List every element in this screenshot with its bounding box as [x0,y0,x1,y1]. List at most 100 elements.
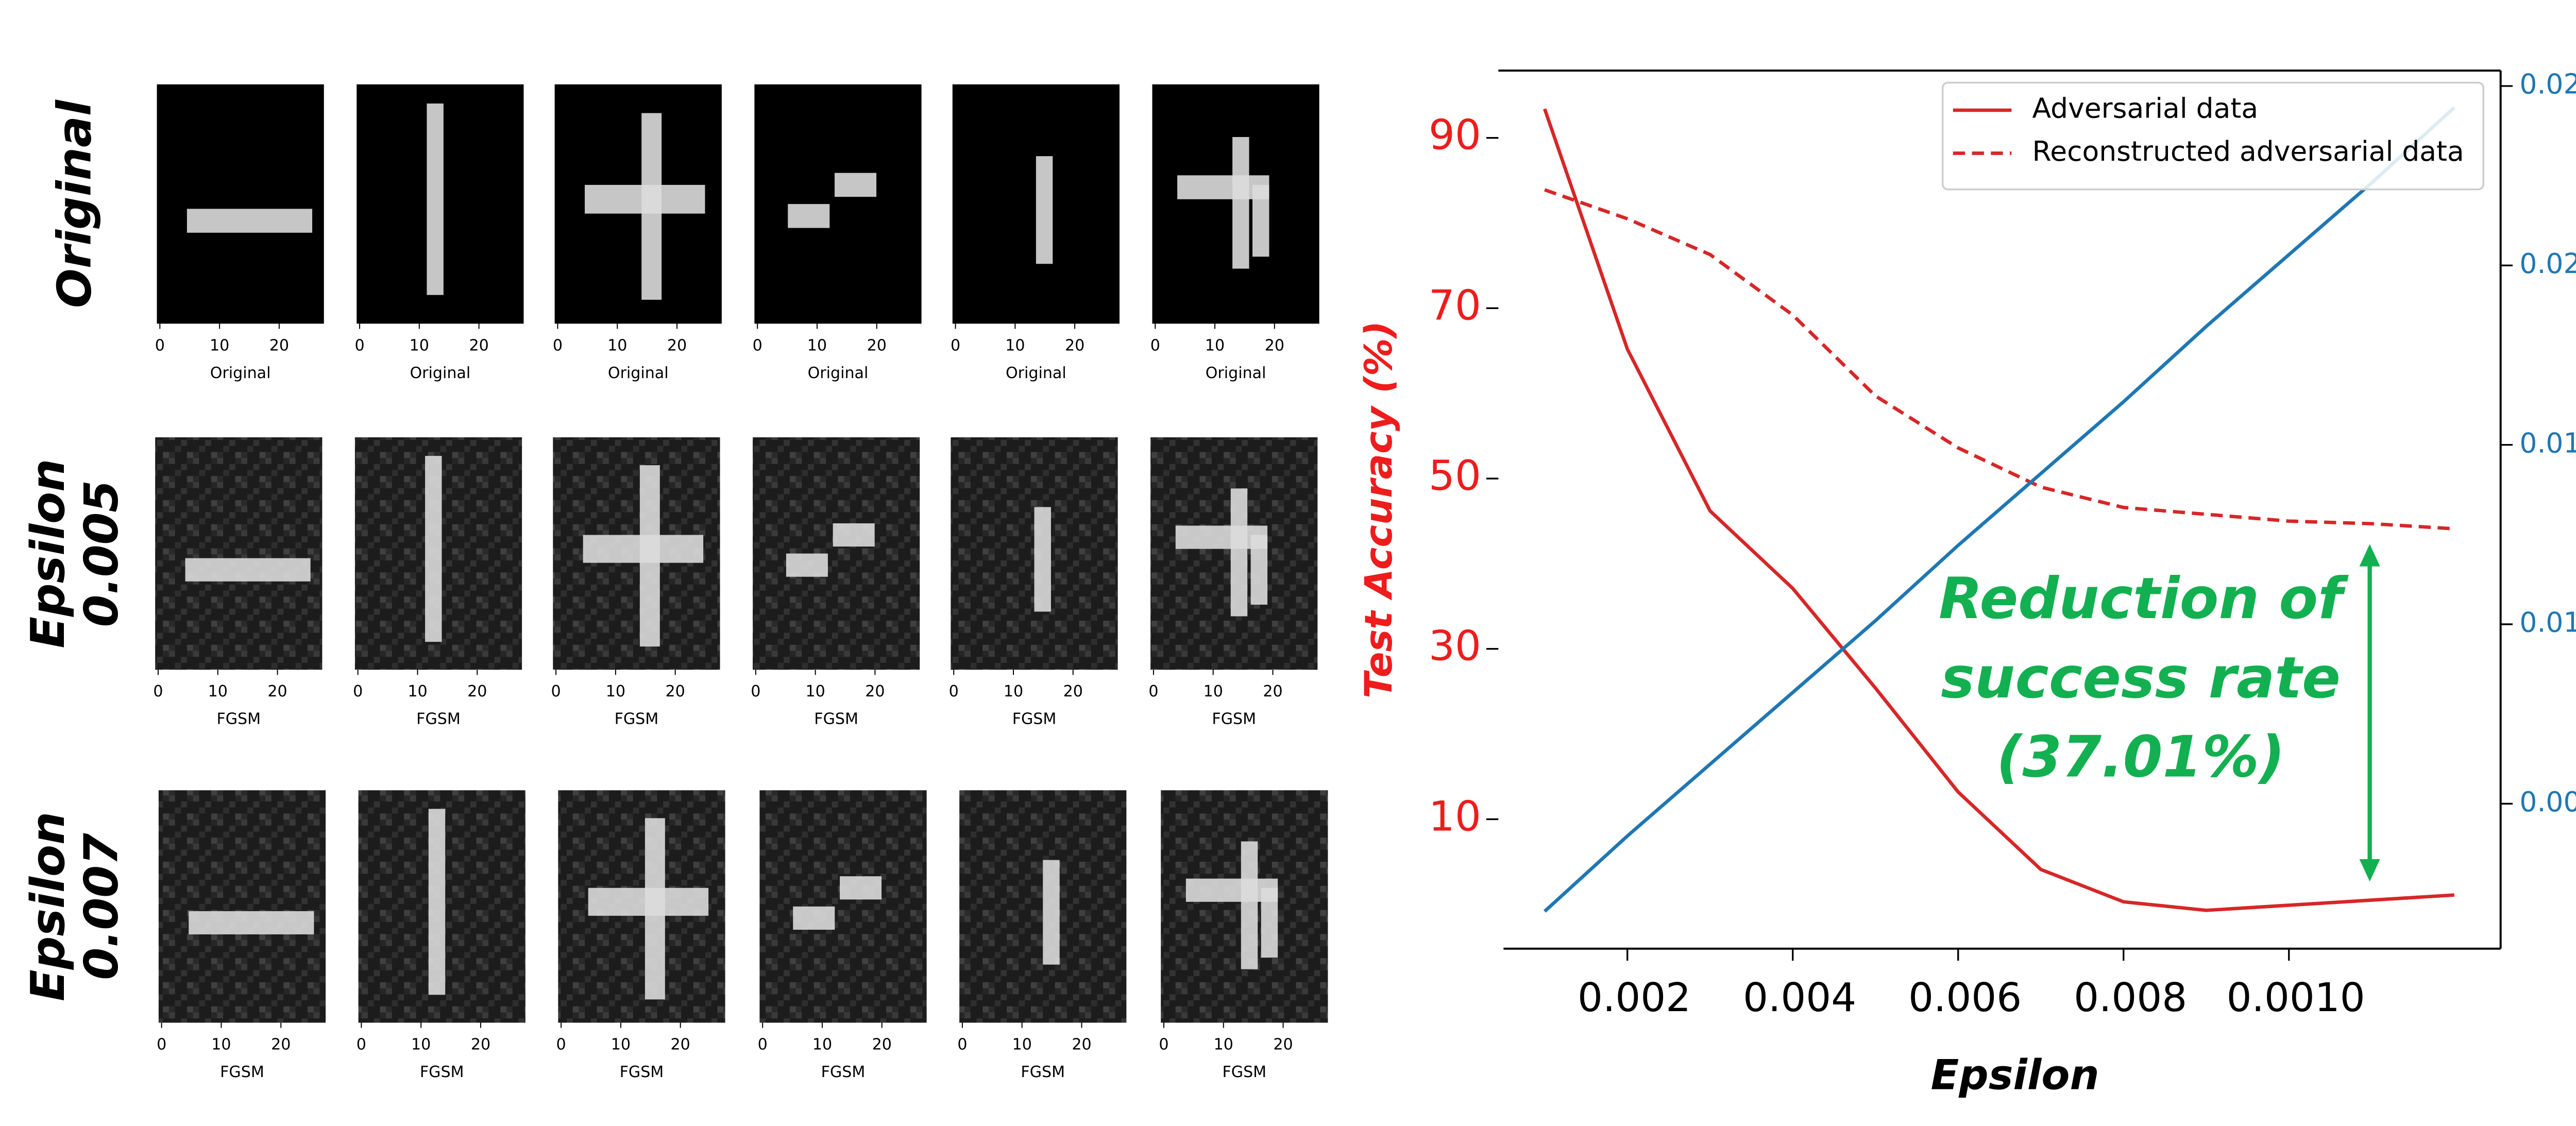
chart: 10 30 50 70 90 0.005 0.01 0.015 0.02 0.025 0.002 0.… [1357,68,2576,1099]
digit-stroke [834,173,877,197]
digit-stroke [584,184,705,214]
image-tick-label: 20 [469,336,488,354]
row-label: Original [48,99,102,308]
image-tick-label: 0 [354,336,364,354]
x-tick-label: 0.004 [1743,975,1856,1021]
image-xlabel: FGSM [615,710,659,728]
image-tick-label: 0 [758,1035,768,1053]
legend-label: Reconstructed adversarial data [2032,135,2464,167]
image-xlabel: FGSM [416,710,461,728]
digit-stroke [1250,535,1268,605]
row-label: 0.005 [74,480,128,627]
digit-stroke [1036,156,1053,264]
image-tick-label: 10 [1205,336,1225,354]
image-xlabel: Original [1006,364,1066,382]
image-tick-label: 20 [1273,1035,1293,1053]
y2-tick-label: 0.005 [2519,786,2576,818]
x-tick-label: 0.002 [1578,975,1691,1021]
image-tick-label: 10 [606,683,625,701]
image-tick-label: 10 [1204,683,1223,701]
legend-box [1942,81,2484,191]
image-tick-label: 0 [153,683,163,701]
image [759,790,927,1023]
image-tick-label: 20 [267,683,287,701]
image-tick-label: 20 [1265,336,1284,354]
image-tick-label: 10 [1012,1035,1032,1053]
image-tick-label: 0 [551,683,561,701]
digit-stroke [588,888,709,916]
annotation: Reduction of [1939,566,2349,632]
x-tick-label: 0.006 [1908,975,2022,1021]
image-xlabel: Original [210,364,271,382]
image-tick-label: 10 [411,1035,431,1053]
image-tick-label: 20 [666,683,685,701]
image-grid: Original 0 10 20 Original 0 10 20 Original 0 10 20 O… [21,84,1328,1081]
digit-stroke [428,809,446,995]
image-xlabel: FGSM [821,1063,866,1081]
x-tick-label: 0.008 [2074,975,2187,1021]
annotation: (37.01%) [1996,725,2285,791]
image-tick-label: 0 [155,336,165,354]
image-tick-label: 0 [157,1035,166,1053]
image-tick-label: 10 [1214,1035,1233,1053]
image-xlabel: Original [410,364,471,382]
image-xlabel: FGSM [1212,710,1256,728]
image-tick-label: 0 [357,1035,366,1053]
digit-stroke [185,558,311,582]
digit-stroke [1241,841,1258,969]
image-tick-label: 0 [751,683,760,701]
image-tick-label: 0 [353,683,363,701]
data-line [1543,108,2454,912]
image [158,790,326,1023]
digit-stroke [1252,184,1269,257]
digit-stroke [1043,860,1060,965]
image-tick-label: 10 [812,1035,832,1053]
y-tick-label: 30 [1429,622,1481,670]
digit-stroke [1034,507,1051,612]
x-tick-label: 0.0010 [2227,975,2365,1021]
row-label: 0.007 [74,833,128,980]
image-tick-label: 0 [951,336,960,354]
image-tick-label: 20 [667,336,687,354]
image-tick-label: 10 [1004,683,1023,701]
image-tick-label: 10 [208,683,228,701]
digit-stroke [583,535,704,563]
image-xlabel: FGSM [420,1063,464,1081]
image-tick-label: 20 [471,1035,490,1053]
image-tick-label: 10 [210,336,229,354]
y-tick-label: 10 [1429,792,1481,840]
image-tick-label: 0 [1159,1035,1168,1053]
image-xlabel: FGSM [1222,1063,1266,1081]
image-tick-label: 10 [1005,336,1025,354]
image-tick-label: 20 [865,683,885,701]
image-tick-label: 20 [271,1035,291,1053]
image-tick-label: 10 [807,336,827,354]
image-xlabel: FGSM [220,1063,264,1081]
image-xlabel: FGSM [814,710,858,728]
y-tick-label: 50 [1429,452,1481,500]
digit-stroke [427,103,444,295]
image [157,84,324,324]
annotation: success rate [1941,645,2341,711]
image-tick-label: 0 [553,336,563,354]
image-tick-label: 20 [269,336,289,354]
image-tick-label: 10 [211,1035,231,1053]
image-xlabel: Original [608,364,669,382]
y2-tick-label: 0.015 [2519,426,2576,459]
image-tick-label: 0 [1150,336,1160,354]
arrow-head [2359,544,2380,567]
arrow-head [2359,859,2380,882]
x-axis-label: Epsilon [1930,1051,2099,1099]
image-xlabel: Original [808,364,869,382]
y2-tick-label: 0.02 [2519,247,2576,280]
image-tick-label: 10 [607,336,627,354]
image-tick-label: 0 [753,336,762,354]
y-tick-label: 90 [1429,111,1481,159]
image-tick-label: 0 [1148,683,1158,701]
image-tick-label: 10 [408,683,427,701]
digit-stroke [187,209,313,233]
image-tick-label: 20 [867,336,887,354]
row-label: Epsilon [21,459,75,649]
digit-stroke [425,456,442,642]
